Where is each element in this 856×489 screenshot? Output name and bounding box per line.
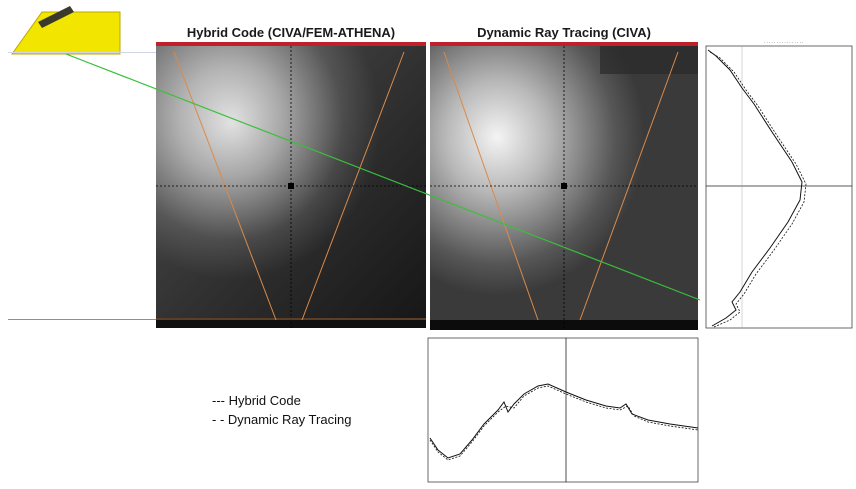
legend-hybrid-label: --- Hybrid Code — [212, 393, 301, 408]
focus-marker — [561, 183, 567, 189]
right-panel-title: Dynamic Ray Tracing (CIVA) — [477, 25, 651, 40]
focus-marker — [288, 183, 294, 189]
probe-wedge — [11, 6, 121, 55]
left-panel-title: Hybrid Code (CIVA/FEM-ATHENA) — [186, 25, 396, 40]
cone-right-line — [579, 51, 679, 321]
surface-bottom-line — [8, 319, 156, 320]
legend-ray-label: - - Dynamic Ray Tracing — [212, 412, 352, 427]
probe-element-icon — [38, 6, 74, 28]
depth-profile-plot: · · · · · · · · · · · · · · · · — [702, 40, 856, 332]
hybrid-profile-curve — [707, 49, 803, 327]
surface-top-line — [8, 52, 156, 53]
lateral-profile-plot — [420, 332, 704, 489]
ray-profile-curve — [709, 51, 807, 328]
hybrid-lateral-curve — [429, 383, 699, 459]
hybrid-field-panel — [156, 42, 426, 328]
svg-text:· · · · · · · · · · · · · · ·: · · · · · · · · · · · · · · · · — [764, 40, 803, 45]
ray-lateral-curve — [429, 385, 699, 461]
